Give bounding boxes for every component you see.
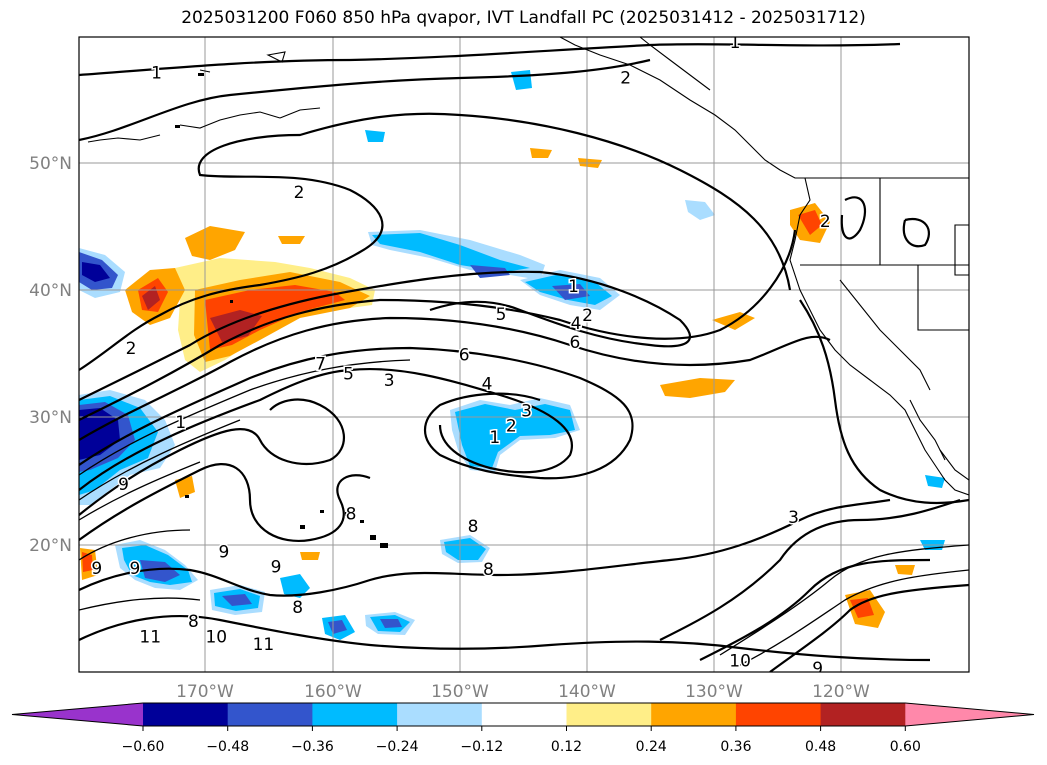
contour-label: 9 — [129, 559, 140, 579]
lat-label-50n: 50°N — [29, 154, 72, 174]
lon-label-140w: 140°W — [558, 682, 616, 702]
colorbar-segment — [397, 703, 483, 726]
contour-label: 5 — [496, 305, 507, 325]
colorbar-extend-high — [905, 703, 1034, 726]
contour-label: 2 — [620, 69, 631, 89]
colorbar-segment — [820, 703, 906, 726]
lon-label-130w: 130°W — [685, 682, 743, 702]
lon-label-170w: 170°W — [176, 682, 234, 702]
colorbar-segment — [651, 703, 737, 726]
contour-label: 1 — [489, 428, 500, 448]
colorbar-tick-label: 0.24 — [636, 739, 667, 755]
contour-label: 8 — [346, 504, 357, 524]
ivt-contours-thin — [79, 359, 969, 666]
contour-label: 8 — [468, 517, 479, 537]
contour-label: 4 — [571, 314, 582, 334]
latitude-labels: 20°N 30°N 40°N 50°N — [29, 154, 72, 556]
contour-label: 9 — [118, 475, 129, 495]
colorbar-segment — [735, 703, 822, 726]
contour-label: 3 — [788, 508, 799, 528]
contour-label: 11 — [139, 627, 161, 647]
lon-label-120w: 120°W — [812, 682, 870, 702]
colorbar-segment — [143, 703, 229, 726]
contour-label: 2 — [126, 339, 137, 359]
contour-label: 1 — [730, 33, 741, 53]
colorbar-tick-label: 0.48 — [805, 739, 836, 755]
lon-label-160w: 160°W — [304, 682, 362, 702]
contour-label: 8 — [188, 612, 199, 632]
islands — [175, 73, 388, 548]
colorbar-segment — [566, 703, 652, 726]
lon-label-150w: 150°W — [431, 682, 489, 702]
colorbar-tick-label: −0.24 — [376, 739, 419, 755]
contour-label: 7 — [315, 354, 326, 374]
contour-label: 6 — [569, 333, 580, 353]
contour-label: 6 — [459, 346, 470, 366]
lat-label-20n: 20°N — [29, 536, 72, 556]
colorbar-tick-label: −0.60 — [122, 739, 165, 755]
longitude-labels: 170°W 160°W 150°W 140°W 130°W 120°W — [176, 682, 870, 702]
colorbar-tick-label: 0.12 — [551, 739, 582, 755]
colorbar: −0.60 −0.48 −0.36 −0.24 −0.12 0.12 0.24 0.36 0.4… — [11, 702, 1035, 755]
lat-label-40n: 40°N — [29, 281, 72, 301]
contour-label: 10 — [205, 627, 227, 647]
contour-label: 3 — [521, 401, 532, 421]
contour-label: 1 — [568, 277, 579, 297]
colorbar-tick-label: −0.48 — [206, 739, 249, 755]
negative-anomaly-fill — [79, 70, 945, 640]
colorbar-tick-label: 0.36 — [720, 739, 751, 755]
contour-label: 10 — [729, 652, 751, 672]
colorbar-tick-label: −0.36 — [291, 739, 334, 755]
colorbar-segment — [312, 703, 398, 726]
contour-label: 4 — [482, 375, 493, 395]
contour-label: 9 — [271, 558, 282, 578]
map-frame — [78, 36, 970, 673]
contour-label: 5 — [343, 365, 354, 385]
contour-label: 2 — [506, 417, 517, 437]
contour-label: 2 — [820, 212, 831, 232]
coastline — [87, 37, 969, 496]
colorbar-extend-low — [12, 703, 143, 726]
colorbar-tick-label: 0.60 — [890, 739, 921, 755]
contour-label: 8 — [483, 560, 494, 580]
contour-label: 2 — [582, 306, 593, 326]
lat-label-30n: 30°N — [29, 408, 72, 428]
contour-label: 9 — [91, 559, 102, 579]
contour-label: 9 — [218, 542, 229, 562]
ivt-contours — [79, 42, 969, 672]
contour-label: 3 — [384, 371, 395, 391]
contour-label: 1 — [175, 413, 186, 433]
colorbar-segment — [481, 703, 567, 726]
contour-label: 1 — [151, 64, 162, 84]
contour-label: 11 — [253, 635, 275, 655]
colorbar-tick-label: −0.12 — [460, 739, 503, 755]
contour-label: 9 — [812, 659, 823, 679]
contour-label: 8 — [292, 598, 303, 618]
colorbar-segment — [227, 703, 313, 726]
map-title: 2025031200 F060 850 hPa qvapor, IVT Land… — [181, 8, 866, 28]
contour-label: 2 — [294, 183, 305, 203]
